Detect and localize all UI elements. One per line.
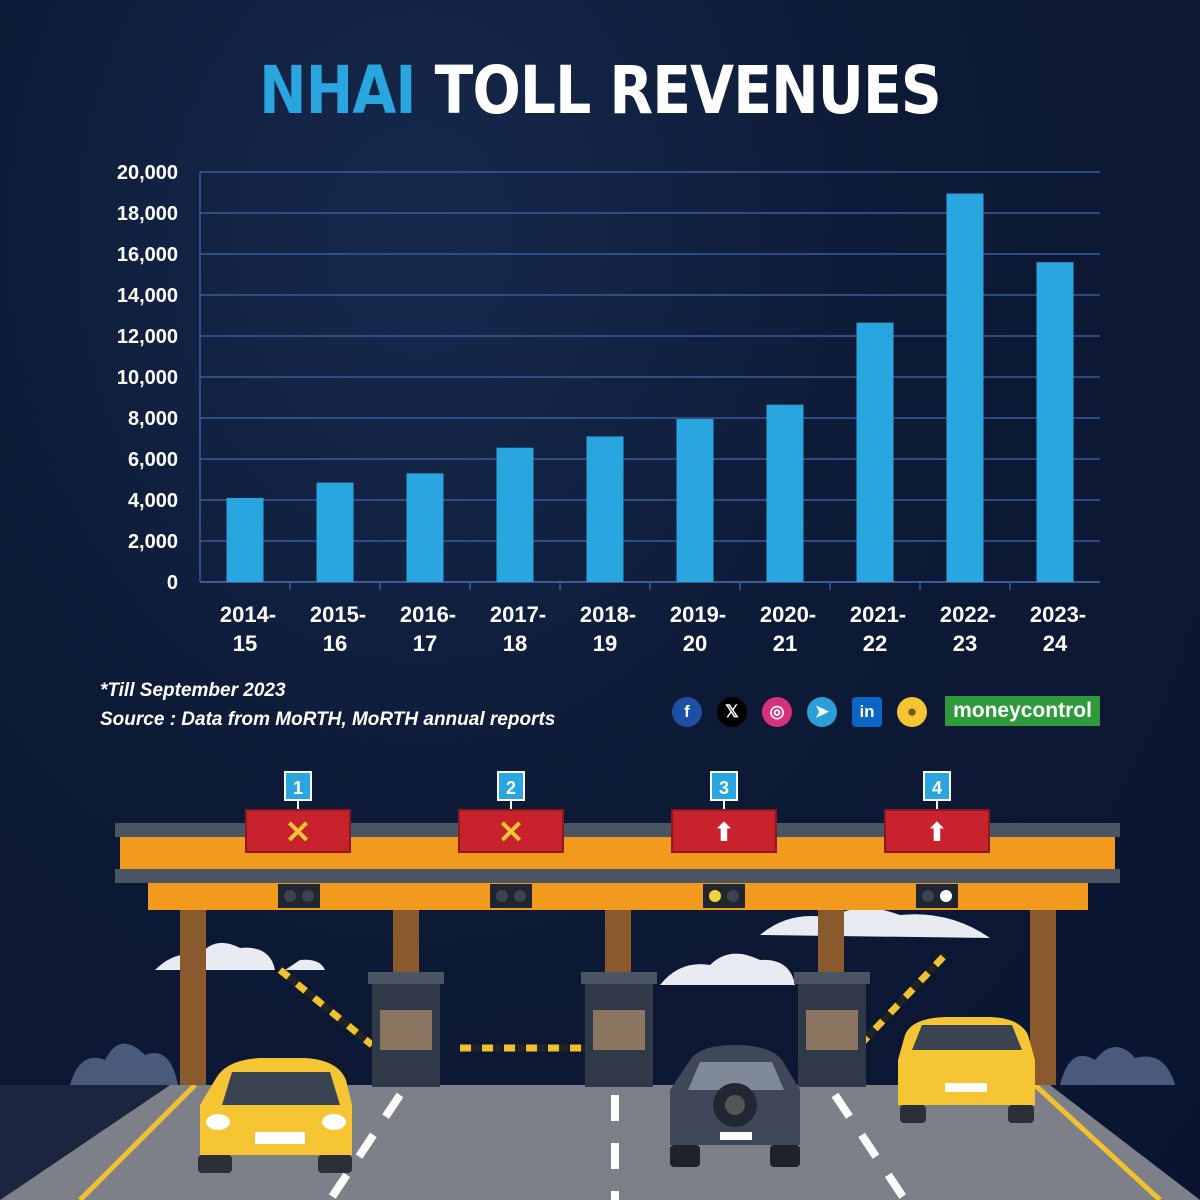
arrow-up-icon: ⬆: [713, 818, 735, 848]
bar: [676, 419, 714, 582]
y-tick-label: 6,000: [128, 449, 178, 471]
x-tick-label: 2018-: [580, 602, 636, 627]
road-edge-left: [78, 1083, 197, 1200]
x-tick-label: 2014-: [220, 602, 276, 627]
close-icon: ×: [497, 811, 526, 851]
x-tick-label: 24: [1043, 631, 1068, 656]
car-yellow-rear: [898, 1017, 1035, 1123]
x-tick-label: 2015-: [310, 602, 366, 627]
y-tick-label: 12,000: [117, 326, 178, 348]
cloud: [155, 942, 275, 970]
x-tick-label: 2023-: [1030, 602, 1086, 627]
lane-number-box: [923, 771, 951, 801]
lane-number: 1: [293, 778, 303, 798]
bar: [226, 497, 264, 582]
bush-right: [1060, 1046, 1175, 1085]
car-grey-suv: [670, 1045, 800, 1167]
x-icon[interactable]: 𝕏: [717, 697, 747, 727]
barrier-arms: [277, 952, 948, 1052]
bar: [406, 473, 444, 582]
close-icon: ×: [284, 811, 313, 851]
x-tick-label: 2017-: [490, 602, 546, 627]
lane-markings: [326, 1092, 909, 1200]
title-accent: NHAI: [259, 52, 416, 129]
gantry-top-rail: [115, 823, 1120, 837]
lane-sign-board: [671, 809, 777, 853]
lane-number-box: [710, 771, 738, 801]
x-tick-label: 20: [683, 631, 707, 656]
cloud: [760, 908, 990, 938]
lane-light: [490, 884, 532, 908]
x-tick-label: 23: [953, 631, 977, 656]
arrow-up-icon: ⬆: [926, 818, 948, 848]
bar: [856, 322, 894, 582]
lane-sign: 1×: [245, 771, 351, 853]
title-rest: TOLL REVENUES: [434, 52, 942, 129]
bar: [946, 193, 984, 582]
y-tick-label: 8,000: [128, 408, 178, 430]
y-tick-label: 16,000: [117, 244, 178, 266]
toll-booth: [794, 972, 870, 1087]
y-tick-label: 2,000: [128, 531, 178, 553]
x-tick-label: 2020-: [760, 602, 816, 627]
lane-sign-board: [884, 809, 990, 853]
lane-sign-board: [245, 809, 351, 853]
toll-booth: [581, 972, 657, 1087]
x-tick-label: 21: [773, 631, 797, 656]
car-yellow-front: [198, 1058, 352, 1173]
x-tick-label: 18: [503, 631, 527, 656]
bar: [1036, 262, 1074, 582]
bar-chart: 0 2,000 4,000 6,000 8,000 10,000 12,000 14,000 1…: [117, 162, 1100, 656]
lane-number-box: [497, 771, 525, 801]
bar: [496, 447, 534, 582]
cloud: [660, 953, 795, 985]
lane-number-box: [284, 771, 312, 801]
x-tick-label: 2022-: [940, 602, 996, 627]
bar: [316, 482, 354, 582]
koo-icon[interactable]: ●: [897, 697, 927, 727]
road-edge-right: [1033, 1083, 1162, 1200]
lane-light: [278, 884, 320, 908]
lane-light: [916, 884, 958, 908]
y-tick-label: 14,000: [117, 285, 178, 307]
facebook-icon[interactable]: f: [672, 697, 702, 727]
y-tick-label: 10,000: [117, 367, 178, 389]
y-tick-label: 4,000: [128, 490, 178, 512]
telegram-icon[interactable]: ➤: [807, 697, 837, 727]
toll-plaza-illustration: 1×2×3⬆4⬆: [0, 771, 1200, 1200]
lane-number: 4: [932, 778, 942, 798]
lane-sign: 2×: [458, 771, 564, 853]
toll-booth: [368, 972, 444, 1087]
lane-number: 2: [506, 778, 516, 798]
linkedin-icon[interactable]: in: [852, 697, 882, 727]
x-tick-label: 2019-: [670, 602, 726, 627]
y-tick-label: 18,000: [117, 203, 178, 225]
x-tick-label: 2021-: [850, 602, 906, 627]
x-tick-label: 16: [323, 631, 347, 656]
lane-light: [703, 884, 745, 908]
instagram-icon[interactable]: ◎: [762, 697, 792, 727]
bar: [766, 404, 804, 582]
bush-left: [70, 1043, 178, 1085]
bar: [586, 436, 624, 582]
x-tick-label: 2016-: [400, 602, 456, 627]
x-tick-label: 15: [233, 631, 257, 656]
y-tick-label: 0: [167, 572, 178, 594]
lane-sign-board: [458, 809, 564, 853]
source-note: Source : Data from MoRTH, MoRTH annual r…: [100, 709, 556, 730]
footnote: *Till September 2023: [100, 680, 286, 701]
x-tick-label: 22: [863, 631, 887, 656]
chart-title: NHAI TOLL REVENUES: [84, 52, 1116, 129]
x-tick-label: 17: [413, 631, 437, 656]
moneycontrol-logo: money control: [945, 696, 1100, 726]
lane-sign: 4⬆: [884, 771, 990, 853]
lane-sign: 3⬆: [671, 771, 777, 853]
lane-number: 3: [719, 778, 729, 798]
y-tick-label: 20,000: [117, 162, 178, 184]
x-tick-label: 19: [593, 631, 617, 656]
